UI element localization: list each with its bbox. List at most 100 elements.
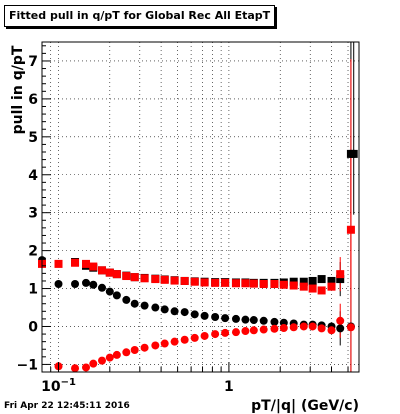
data-point bbox=[211, 313, 220, 321]
data-point bbox=[112, 270, 121, 279]
y-tick-label: −1 bbox=[17, 357, 38, 373]
data-point bbox=[190, 333, 199, 342]
data-point bbox=[289, 281, 298, 290]
data-point bbox=[200, 311, 209, 320]
data-point bbox=[259, 316, 268, 325]
data-point bbox=[327, 326, 336, 335]
data-point bbox=[336, 316, 345, 325]
data-point bbox=[71, 280, 80, 288]
data-point bbox=[308, 322, 317, 331]
data-point bbox=[112, 291, 121, 300]
data-point bbox=[299, 282, 308, 291]
data-point bbox=[279, 280, 288, 289]
data-point bbox=[160, 339, 169, 348]
data-point bbox=[190, 277, 199, 286]
data-point bbox=[346, 225, 355, 234]
data-point bbox=[105, 268, 114, 277]
data-point bbox=[211, 330, 220, 339]
data-point bbox=[221, 328, 230, 337]
data-point bbox=[349, 149, 358, 158]
data-point bbox=[105, 287, 114, 296]
data-point bbox=[122, 348, 131, 357]
x-tick-label: 1 bbox=[224, 379, 234, 395]
y-tick-label: 5 bbox=[28, 130, 38, 146]
data-point bbox=[151, 341, 160, 350]
data-point bbox=[71, 364, 80, 373]
data-point bbox=[308, 284, 317, 293]
data-point bbox=[249, 316, 258, 325]
x-axis-label: pT/|q| (GeV/c) bbox=[251, 398, 359, 414]
data-point bbox=[71, 258, 80, 267]
data-point bbox=[151, 275, 160, 284]
data-point bbox=[160, 275, 169, 284]
data-point bbox=[89, 280, 98, 289]
y-tick-label: 4 bbox=[28, 168, 38, 184]
data-point bbox=[336, 275, 345, 284]
data-point bbox=[82, 259, 91, 268]
data-point bbox=[105, 353, 114, 362]
data-point bbox=[82, 278, 91, 287]
data-point bbox=[270, 324, 279, 333]
data-point bbox=[249, 279, 258, 288]
data-point bbox=[82, 363, 91, 372]
y-tick-label: 1 bbox=[28, 282, 38, 298]
y-tick-label: 0 bbox=[28, 319, 38, 335]
data-point bbox=[308, 276, 317, 285]
data-point bbox=[170, 337, 179, 346]
data-point bbox=[231, 328, 240, 337]
data-point bbox=[98, 283, 107, 292]
data-point bbox=[130, 299, 139, 308]
data-point bbox=[336, 324, 345, 333]
plot-frame bbox=[41, 41, 360, 373]
data-point bbox=[327, 276, 336, 285]
y-tick-label: 2 bbox=[28, 244, 38, 260]
data-point bbox=[140, 274, 149, 283]
data-point bbox=[279, 324, 288, 332]
data-point bbox=[98, 356, 107, 365]
data-point bbox=[170, 276, 179, 285]
data-point bbox=[190, 310, 199, 319]
data-point bbox=[241, 315, 250, 324]
data-point bbox=[249, 326, 258, 335]
data-point bbox=[130, 273, 139, 282]
y-tick-label: 6 bbox=[28, 92, 38, 108]
data-point bbox=[270, 280, 279, 288]
data-point bbox=[140, 343, 149, 352]
data-point bbox=[170, 307, 179, 316]
y-tick-label: 7 bbox=[28, 54, 38, 70]
data-point bbox=[346, 323, 355, 332]
data-point bbox=[327, 282, 336, 291]
data-point bbox=[122, 272, 131, 281]
data-point bbox=[336, 270, 345, 279]
chart-title: Fitted pull in q/pT for Global Rec All E… bbox=[4, 5, 276, 27]
data-point bbox=[241, 279, 250, 288]
data-point bbox=[317, 275, 326, 284]
data-point bbox=[270, 317, 279, 326]
data-point bbox=[122, 295, 131, 304]
data-point bbox=[317, 324, 326, 333]
data-point bbox=[200, 331, 209, 340]
data-point bbox=[231, 279, 240, 288]
data-point bbox=[54, 259, 63, 268]
data-point bbox=[317, 286, 326, 295]
y-axis-label: pull in q/pT bbox=[10, 45, 26, 134]
data-point bbox=[221, 314, 230, 323]
data-point bbox=[180, 276, 189, 285]
data-point bbox=[140, 301, 149, 310]
data-point bbox=[180, 308, 189, 317]
data-point bbox=[180, 335, 189, 344]
y-tick-label: 3 bbox=[28, 206, 38, 222]
data-point bbox=[89, 359, 98, 368]
x-tick-label: 10−1 bbox=[41, 377, 76, 395]
data-point bbox=[231, 314, 240, 323]
timestamp: Fri Apr 22 12:45:11 2016 bbox=[4, 401, 130, 411]
data-point bbox=[200, 278, 209, 287]
data-point bbox=[151, 303, 160, 312]
data-point bbox=[289, 323, 298, 332]
data-point bbox=[98, 266, 107, 275]
data-markers bbox=[38, 149, 358, 373]
data-point bbox=[112, 350, 121, 359]
data-point bbox=[130, 346, 139, 354]
